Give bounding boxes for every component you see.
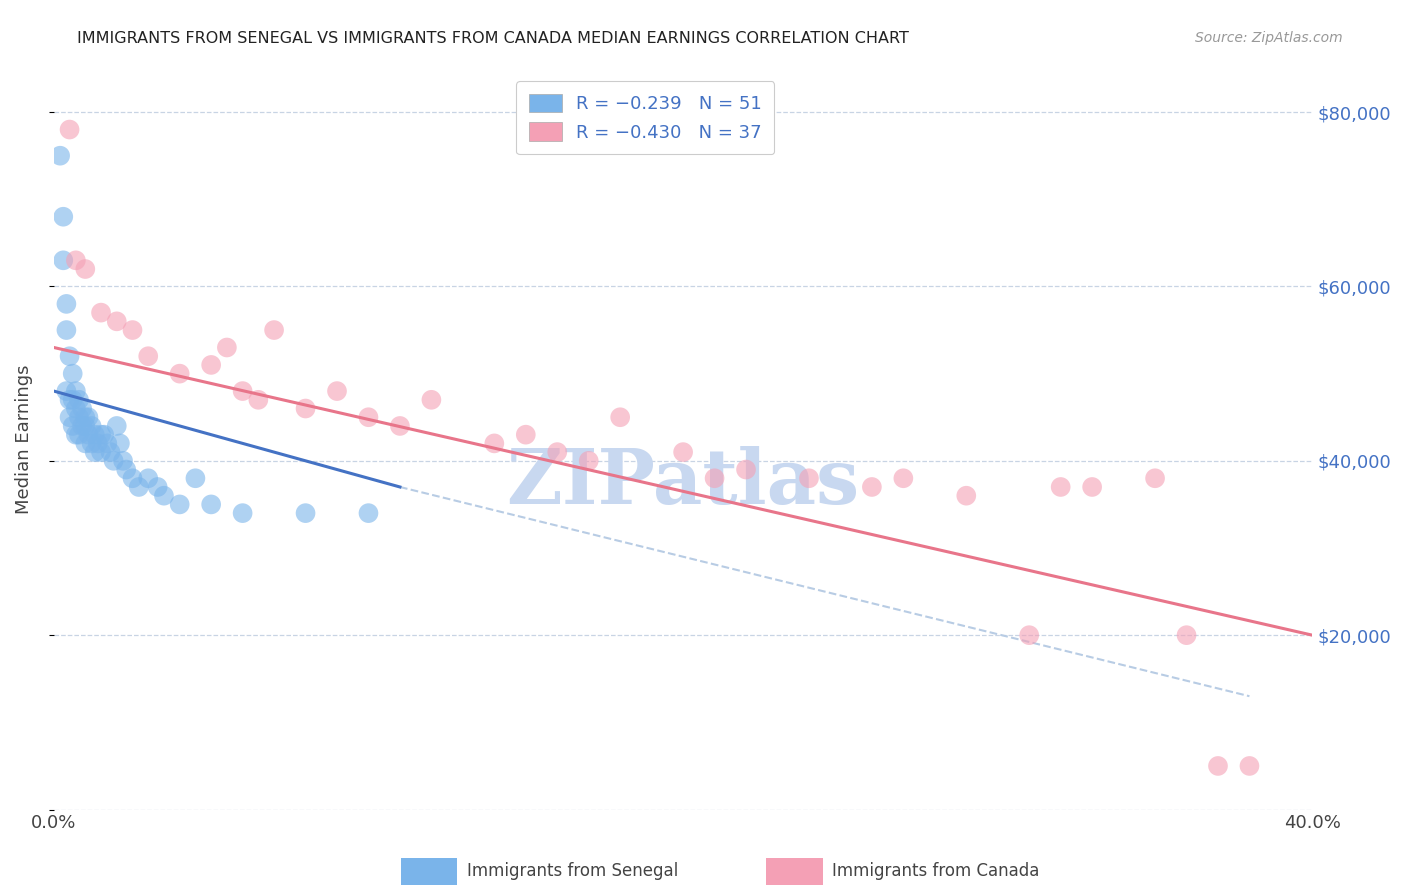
Point [52, 210, 75, 224]
Point [58, 410, 80, 425]
Point [215, 341, 238, 355]
Point [200, 497, 222, 511]
Point [115, 462, 138, 476]
Point [70, 401, 93, 416]
Point [136, 349, 159, 363]
Point [112, 454, 135, 468]
Text: Immigrants from Canada: Immigrants from Canada [832, 863, 1039, 880]
Point [263, 323, 285, 337]
Point [65, 253, 87, 268]
Point [232, 506, 254, 520]
Point [1239, 759, 1261, 773]
Point [65, 401, 87, 416]
Point [100, 445, 122, 459]
Point [93, 427, 115, 442]
Point [83, 445, 105, 459]
Text: ZIPatlas: ZIPatlas [506, 447, 859, 521]
Point [200, 358, 222, 372]
Point [75, 410, 97, 425]
Point [735, 462, 758, 476]
Point [58, 392, 80, 407]
Point [578, 454, 600, 468]
Point [67, 427, 90, 442]
Point [420, 392, 443, 407]
Point [326, 384, 349, 398]
Point [609, 410, 631, 425]
Point [797, 471, 820, 485]
Point [184, 471, 207, 485]
Point [169, 367, 191, 381]
Point [294, 401, 316, 416]
Point [62, 392, 84, 407]
Point [52, 253, 75, 268]
Point [672, 445, 695, 459]
Point [703, 471, 725, 485]
Point [146, 480, 169, 494]
Point [484, 436, 506, 450]
Point [515, 427, 537, 442]
Point [546, 445, 568, 459]
Point [80, 436, 103, 450]
Point [90, 427, 112, 442]
Point [65, 427, 87, 442]
Point [955, 489, 977, 503]
Point [860, 480, 883, 494]
Point [105, 419, 128, 434]
Point [121, 471, 143, 485]
Point [55, 384, 77, 398]
Point [96, 436, 118, 450]
Point [62, 419, 84, 434]
Point [55, 323, 77, 337]
Text: IMMIGRANTS FROM SENEGAL VS IMMIGRANTS FROM CANADA MEDIAN EARNINGS CORRELATION CH: IMMIGRANTS FROM SENEGAL VS IMMIGRANTS FR… [77, 31, 910, 46]
Point [247, 392, 270, 407]
Point [136, 471, 159, 485]
Point [1144, 471, 1167, 485]
Point [357, 410, 380, 425]
Point [62, 367, 84, 381]
Point [90, 305, 112, 319]
Point [121, 323, 143, 337]
Text: Source: ZipAtlas.com: Source: ZipAtlas.com [1195, 31, 1343, 45]
Point [108, 436, 131, 450]
Point [87, 436, 110, 450]
Point [103, 454, 125, 468]
Point [70, 419, 93, 434]
Point [153, 489, 176, 503]
Point [1049, 480, 1071, 494]
Point [55, 297, 77, 311]
Point [58, 349, 80, 363]
Point [67, 392, 90, 407]
Point [169, 497, 191, 511]
Point [128, 480, 150, 494]
Y-axis label: Median Earnings: Median Earnings [15, 364, 32, 514]
Point [65, 384, 87, 398]
Point [1018, 628, 1040, 642]
Point [75, 262, 97, 277]
Point [294, 506, 316, 520]
Point [83, 427, 105, 442]
Point [90, 445, 112, 459]
Point [893, 471, 915, 485]
Point [67, 410, 90, 425]
Point [357, 506, 380, 520]
Legend: R = −0.239   N = 51, R = −0.430   N = 37: R = −0.239 N = 51, R = −0.430 N = 37 [516, 81, 775, 154]
Point [232, 384, 254, 398]
Point [105, 314, 128, 328]
Text: Immigrants from Senegal: Immigrants from Senegal [467, 863, 678, 880]
Point [49, 149, 72, 163]
Point [388, 419, 411, 434]
Point [75, 436, 97, 450]
Point [77, 427, 100, 442]
Point [1206, 759, 1229, 773]
Point [75, 419, 97, 434]
Point [80, 419, 103, 434]
Point [1081, 480, 1104, 494]
Point [1175, 628, 1198, 642]
Point [58, 122, 80, 136]
Point [77, 410, 100, 425]
